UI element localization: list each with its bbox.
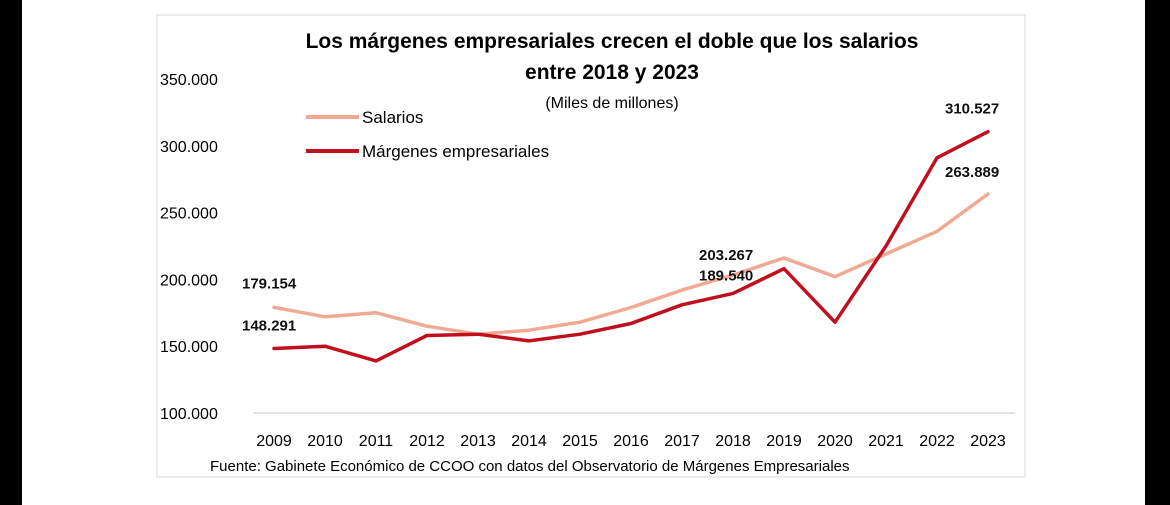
chart: Los márgenes empresariales crecen el dob… [156, 14, 1026, 478]
y-tick-label: 250.000 [160, 206, 218, 223]
data-label: 148.291 [242, 317, 296, 334]
data-labels: 179.154 203.267 263.889 148.291 189.540 310.5… [242, 101, 999, 335]
y-tick-label: 300.000 [160, 139, 218, 156]
y-tick-label: 150.000 [160, 339, 218, 356]
data-label: 310.527 [945, 101, 999, 118]
x-tick-label: 2013 [460, 433, 496, 450]
x-tick-label: 2010 [307, 433, 343, 450]
data-label: 203.267 [699, 247, 753, 264]
x-tick-label: 2012 [409, 433, 445, 450]
y-tick-label: 200.000 [160, 272, 218, 289]
chart-frame: Los márgenes empresariales crecen el dob… [22, 0, 1145, 505]
legend-label-salarios: Salarios [362, 108, 423, 127]
chart-title-line2: entre 2018 y 2023 [525, 61, 699, 84]
legend-label-margenes: Márgenes empresariales [362, 142, 549, 161]
x-tick-label: 2021 [868, 433, 904, 450]
x-tick-label: 2016 [613, 433, 649, 450]
x-tick-label: 2014 [511, 433, 547, 450]
x-tick-label: 2017 [664, 433, 700, 450]
data-label: 179.154 [242, 275, 297, 292]
data-label: 263.889 [945, 164, 999, 181]
chart-subtitle: (Miles de millones) [545, 95, 678, 112]
x-tick-label: 2009 [256, 433, 292, 450]
x-tick-label: 2018 [715, 433, 751, 450]
x-tick-label: 2020 [817, 433, 853, 450]
data-label: 189.540 [699, 267, 753, 284]
x-tick-label: 2019 [766, 433, 802, 450]
x-tick-label: 2023 [970, 433, 1006, 450]
series-line-margenes [272, 129, 990, 363]
chart-title: Los márgenes empresariales crecen el dob… [306, 30, 919, 53]
chart-source: Fuente: Gabinete Económico de CCOO con d… [210, 458, 850, 475]
y-tick-label: 350.000 [160, 72, 218, 89]
x-tick-label: 2022 [919, 433, 955, 450]
series-line-salarios [272, 192, 990, 336]
x-tick-label: 2011 [359, 433, 394, 450]
series-lines [272, 129, 990, 363]
y-tick-label: 100.000 [160, 406, 218, 423]
y-axis: 100.000 150.000 200.000 250.000 300.000 350.0… [160, 72, 218, 423]
legend: Salarios Márgenes empresariales [306, 108, 549, 161]
chart-area-border [156, 14, 1026, 478]
x-axis: 2009 2010 2011 2012 2013 2014 2015 2016 2017 2018… [256, 433, 1006, 450]
x-tick-label: 2015 [562, 433, 598, 450]
